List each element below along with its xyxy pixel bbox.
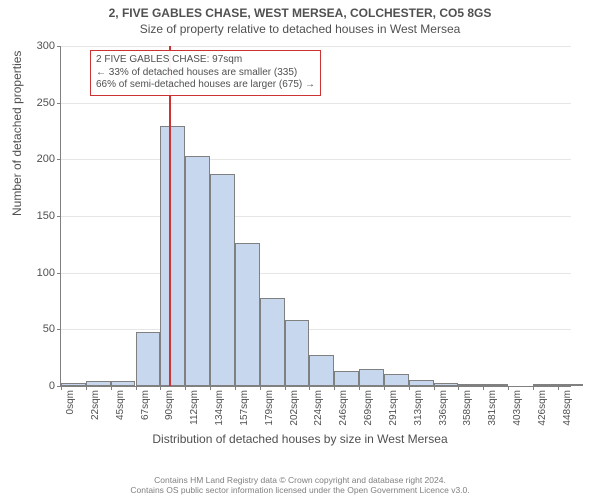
- xtick-label: 22sqm: [90, 390, 101, 420]
- ytick-mark: [57, 329, 61, 330]
- histogram-bar: [434, 383, 459, 386]
- gridline: [61, 329, 571, 330]
- ytick-label: 100: [25, 267, 55, 279]
- xtick-mark: [508, 386, 509, 390]
- histogram-bar: [334, 371, 359, 386]
- xtick-mark: [210, 386, 211, 390]
- histogram-bar: [409, 380, 434, 386]
- x-axis-label: Distribution of detached houses by size …: [0, 432, 600, 446]
- histogram-bar: [359, 369, 384, 386]
- xtick-label: 381sqm: [487, 390, 498, 426]
- xtick-mark: [136, 386, 137, 390]
- annotation-line3: 66% of semi-detached houses are larger (…: [96, 79, 315, 92]
- histogram-bar: [61, 383, 86, 386]
- ytick-mark: [57, 216, 61, 217]
- xtick-label: 403sqm: [512, 390, 523, 426]
- title-subtitle: Size of property relative to detached ho…: [0, 20, 600, 36]
- xtick-mark: [458, 386, 459, 390]
- xtick-label: 112sqm: [189, 390, 200, 425]
- ytick-mark: [57, 273, 61, 274]
- histogram-bar: [458, 384, 483, 386]
- xtick-label: 246sqm: [338, 390, 349, 426]
- xtick-label: 448sqm: [562, 390, 573, 426]
- histogram-bar: [309, 355, 334, 386]
- gridline: [61, 216, 571, 217]
- xtick-mark: [359, 386, 360, 390]
- xtick-mark: [185, 386, 186, 390]
- xtick-label: 0sqm: [65, 390, 76, 414]
- xtick-label: 90sqm: [164, 390, 175, 420]
- histogram-bar: [558, 384, 583, 386]
- xtick-label: 67sqm: [140, 390, 151, 420]
- annotation-box: 2 FIVE GABLES CHASE: 97sqm ← 33% of deta…: [90, 50, 321, 96]
- histogram-bar: [533, 384, 558, 386]
- xtick-label: 291sqm: [388, 390, 399, 426]
- gridline: [61, 46, 571, 47]
- xtick-mark: [409, 386, 410, 390]
- xtick-label: 313sqm: [413, 390, 424, 426]
- histogram-bar: [86, 381, 111, 386]
- gridline: [61, 103, 571, 104]
- plot-region: 0501001502002503000sqm22sqm45sqm67sqm90s…: [60, 46, 571, 387]
- xtick-label: 336sqm: [438, 390, 449, 426]
- ytick-mark: [57, 159, 61, 160]
- xtick-mark: [111, 386, 112, 390]
- xtick-label: 202sqm: [289, 390, 300, 426]
- histogram-bar: [483, 384, 508, 386]
- xtick-label: 157sqm: [239, 390, 250, 426]
- histogram-bar: [285, 320, 310, 386]
- xtick-label: 179sqm: [264, 390, 275, 426]
- ytick-label: 200: [25, 153, 55, 165]
- xtick-mark: [334, 386, 335, 390]
- title-address: 2, FIVE GABLES CHASE, WEST MERSEA, COLCH…: [0, 0, 600, 20]
- xtick-mark: [309, 386, 310, 390]
- gridline: [61, 159, 571, 160]
- xtick-label: 358sqm: [462, 390, 473, 426]
- xtick-mark: [86, 386, 87, 390]
- ytick-label: 300: [25, 40, 55, 52]
- xtick-label: 224sqm: [313, 390, 324, 426]
- xtick-label: 134sqm: [214, 390, 225, 426]
- xtick-mark: [61, 386, 62, 390]
- xtick-mark: [533, 386, 534, 390]
- histogram-bar: [235, 243, 260, 386]
- xtick-mark: [260, 386, 261, 390]
- histogram-bar: [260, 298, 285, 386]
- y-axis-label: Number of detached properties: [10, 51, 24, 216]
- xtick-mark: [558, 386, 559, 390]
- footer-line2: Contains OS public sector information li…: [0, 485, 600, 496]
- ytick-mark: [57, 46, 61, 47]
- histogram-bar: [160, 126, 185, 386]
- ytick-label: 0: [25, 380, 55, 392]
- xtick-label: 45sqm: [115, 390, 126, 420]
- xtick-mark: [235, 386, 236, 390]
- footer-attribution: Contains HM Land Registry data © Crown c…: [0, 475, 600, 496]
- property-marker-line: [169, 46, 171, 386]
- annotation-line2: ← 33% of detached houses are smaller (33…: [96, 67, 315, 80]
- xtick-mark: [160, 386, 161, 390]
- xtick-mark: [384, 386, 385, 390]
- histogram-bar: [210, 174, 235, 386]
- histogram-bar: [185, 156, 210, 386]
- histogram-bar: [136, 332, 161, 386]
- chart-area: 0501001502002503000sqm22sqm45sqm67sqm90s…: [60, 46, 570, 386]
- ytick-mark: [57, 103, 61, 104]
- histogram-bar: [384, 374, 409, 386]
- xtick-mark: [285, 386, 286, 390]
- annotation-line1: 2 FIVE GABLES CHASE: 97sqm: [96, 54, 315, 67]
- xtick-mark: [483, 386, 484, 390]
- histogram-bar: [111, 381, 136, 386]
- gridline: [61, 273, 571, 274]
- xtick-mark: [434, 386, 435, 390]
- footer-line1: Contains HM Land Registry data © Crown c…: [0, 475, 600, 486]
- xtick-label: 269sqm: [363, 390, 374, 426]
- ytick-label: 50: [25, 323, 55, 335]
- ytick-label: 150: [25, 210, 55, 222]
- ytick-label: 250: [25, 97, 55, 109]
- xtick-label: 426sqm: [537, 390, 548, 426]
